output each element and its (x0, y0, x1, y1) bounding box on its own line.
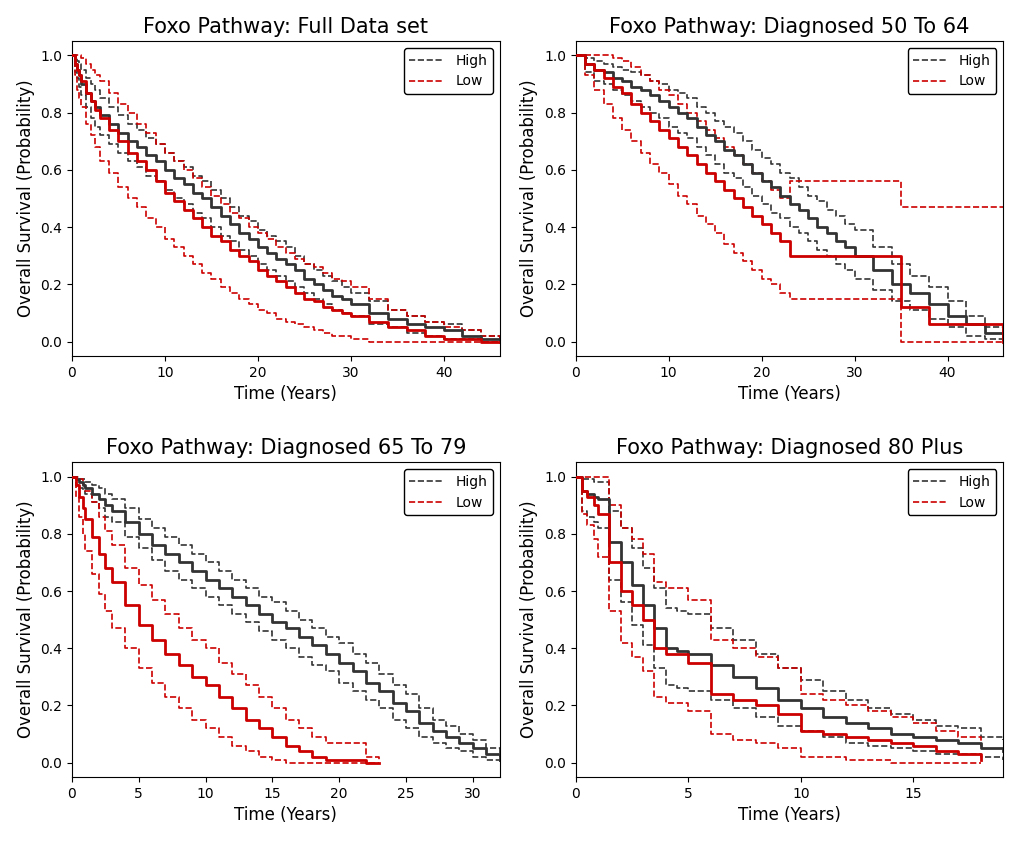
Legend: High, Low: High, Low (404, 48, 492, 94)
Legend: High, Low: High, Low (907, 469, 996, 516)
Title: Foxo Pathway: Diagnosed 50 To 64: Foxo Pathway: Diagnosed 50 To 64 (608, 17, 969, 37)
X-axis label: Time (Years): Time (Years) (738, 385, 840, 403)
Title: Foxo Pathway: Full Data set: Foxo Pathway: Full Data set (143, 17, 428, 37)
Legend: High, Low: High, Low (907, 48, 996, 94)
Legend: High, Low: High, Low (404, 469, 492, 516)
X-axis label: Time (Years): Time (Years) (738, 807, 840, 824)
Y-axis label: Overall Survival (Probability): Overall Survival (Probability) (520, 80, 538, 317)
X-axis label: Time (Years): Time (Years) (234, 807, 337, 824)
Y-axis label: Overall Survival (Probability): Overall Survival (Probability) (16, 500, 35, 738)
Y-axis label: Overall Survival (Probability): Overall Survival (Probability) (520, 500, 538, 738)
X-axis label: Time (Years): Time (Years) (234, 385, 337, 403)
Title: Foxo Pathway: Diagnosed 65 To 79: Foxo Pathway: Diagnosed 65 To 79 (105, 438, 466, 458)
Y-axis label: Overall Survival (Probability): Overall Survival (Probability) (16, 80, 35, 317)
Title: Foxo Pathway: Diagnosed 80 Plus: Foxo Pathway: Diagnosed 80 Plus (615, 438, 962, 458)
